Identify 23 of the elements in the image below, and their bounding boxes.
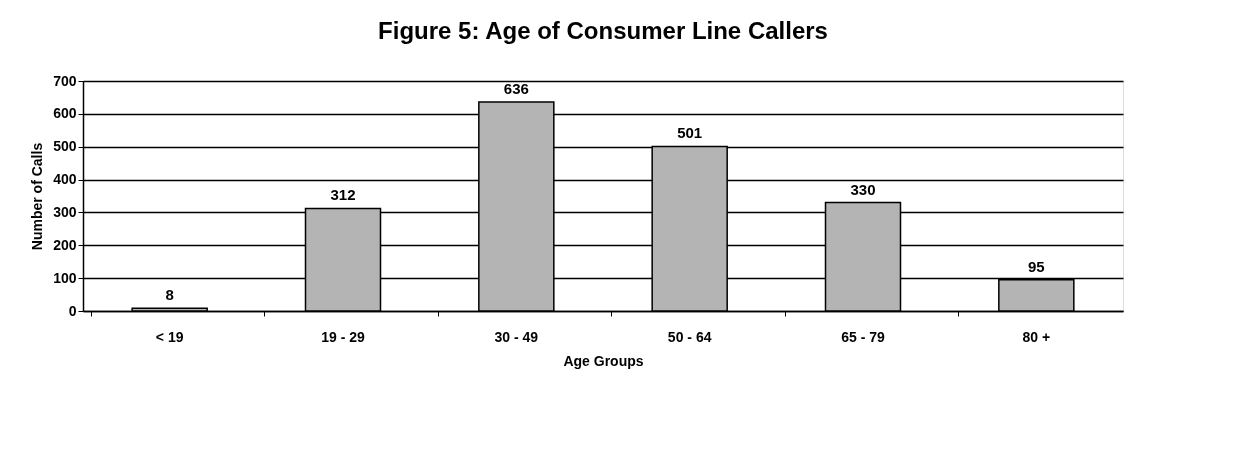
y-tick-label: 600 — [53, 105, 77, 122]
x-axis-title: Age Groups — [563, 352, 644, 369]
data-label: 312 — [330, 186, 356, 204]
y-tick-label: 700 — [53, 72, 77, 89]
data-label: 501 — [677, 124, 703, 142]
y-axis-title: Number of Calls — [29, 142, 46, 251]
x-tick-label: 80 + — [1022, 328, 1051, 345]
x-tick-label: 65 - 79 — [841, 328, 885, 345]
data-label: 95 — [1027, 257, 1045, 275]
x-tick-label: 50 - 64 — [667, 328, 712, 345]
y-tick-label: 500 — [53, 138, 77, 155]
x-tick-label: 19 - 29 — [321, 328, 365, 345]
y-tick-label: 100 — [53, 269, 77, 286]
data-label: 636 — [503, 80, 529, 98]
y-tick-label: 400 — [53, 171, 77, 188]
y-tick-label: 200 — [53, 236, 77, 253]
x-tick-label: 30 - 49 — [494, 328, 539, 345]
y-tick-label: 300 — [53, 203, 77, 220]
chart-title: Figure 5: Age of Consumer Line Callers — [378, 17, 828, 44]
x-tick-label: < 19 — [155, 328, 184, 345]
data-label: 8 — [165, 286, 174, 304]
data-label: 330 — [850, 180, 876, 198]
y-tick-label: 0 — [68, 302, 77, 319]
